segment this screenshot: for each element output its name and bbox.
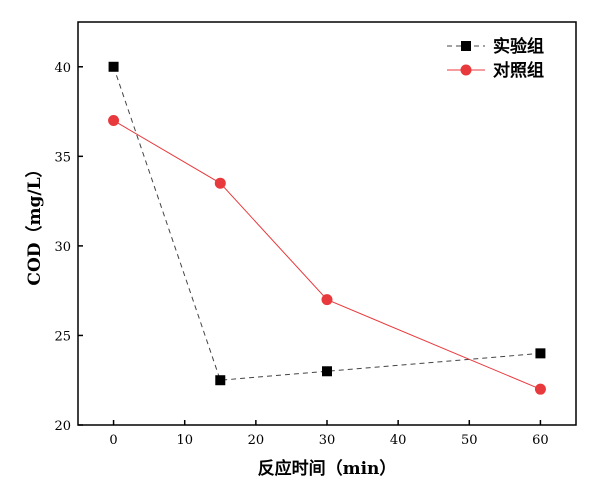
legend-label: 实验组: [493, 36, 544, 57]
data-point: [215, 375, 226, 386]
data-point: [322, 366, 332, 377]
series-experimental: [108, 61, 546, 386]
data-point: [321, 294, 333, 306]
data-point: [534, 383, 546, 395]
data-point: [108, 61, 119, 72]
plot-area: [77, 21, 577, 426]
y-tick-label: 35: [54, 150, 71, 165]
data-point: [214, 177, 226, 189]
y-tick-label: 25: [54, 329, 71, 344]
x-tick-label: 20: [248, 433, 265, 448]
series-control: [108, 115, 546, 395]
legend-marker-square: [461, 41, 471, 51]
legend: 实验组 对照组: [447, 36, 544, 81]
y-tick-label: 40: [54, 61, 71, 76]
x-axis-label: 反应时间（min）: [258, 458, 397, 479]
y-tick-label: 20: [54, 419, 71, 434]
legend-item-experimental: 实验组: [447, 36, 544, 57]
x-tick-label: 60: [532, 433, 549, 448]
legend-marker-circle: [460, 64, 472, 76]
x-tick-label: 40: [390, 433, 407, 448]
x-tick-label: 10: [176, 433, 193, 448]
y-tick-label: 30: [54, 240, 71, 255]
legend-label: 对照组: [493, 60, 544, 81]
series-line: [113, 66, 541, 381]
data-point: [535, 348, 546, 359]
y-axis-label: COD（mg/L）: [24, 160, 45, 285]
data-point: [108, 115, 120, 127]
series-line: [113, 120, 541, 390]
x-tick-label: 0: [109, 433, 117, 448]
legend-item-control: 对照组: [447, 60, 544, 81]
x-tick-label: 30: [319, 433, 336, 448]
x-tick-label: 50: [461, 433, 478, 448]
